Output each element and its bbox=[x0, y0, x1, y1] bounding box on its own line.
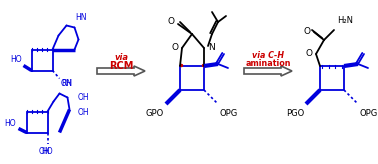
Polygon shape bbox=[97, 66, 145, 76]
Text: via: via bbox=[114, 53, 128, 62]
Text: OPG: OPG bbox=[360, 109, 378, 118]
Text: N: N bbox=[208, 43, 215, 52]
Text: H₂N: H₂N bbox=[337, 16, 353, 25]
Text: HN: HN bbox=[76, 13, 87, 22]
Text: PGO: PGO bbox=[286, 109, 304, 118]
Text: HO: HO bbox=[4, 119, 15, 127]
Text: via C-H: via C-H bbox=[252, 51, 284, 61]
Text: GPO: GPO bbox=[146, 109, 164, 118]
Text: HO: HO bbox=[42, 146, 53, 155]
Text: HO: HO bbox=[10, 54, 22, 63]
Text: OH: OH bbox=[39, 146, 50, 155]
Text: OH: OH bbox=[60, 80, 72, 89]
Text: O: O bbox=[171, 43, 178, 52]
Text: OH: OH bbox=[77, 93, 89, 102]
Text: OPG: OPG bbox=[220, 109, 238, 118]
Text: RN: RN bbox=[62, 80, 73, 89]
Text: amination: amination bbox=[245, 60, 291, 69]
Polygon shape bbox=[244, 66, 292, 76]
Text: O: O bbox=[303, 27, 310, 35]
Text: O: O bbox=[167, 18, 174, 27]
Text: RCM: RCM bbox=[109, 61, 133, 71]
Text: O: O bbox=[305, 50, 312, 59]
Text: OH: OH bbox=[77, 108, 89, 117]
